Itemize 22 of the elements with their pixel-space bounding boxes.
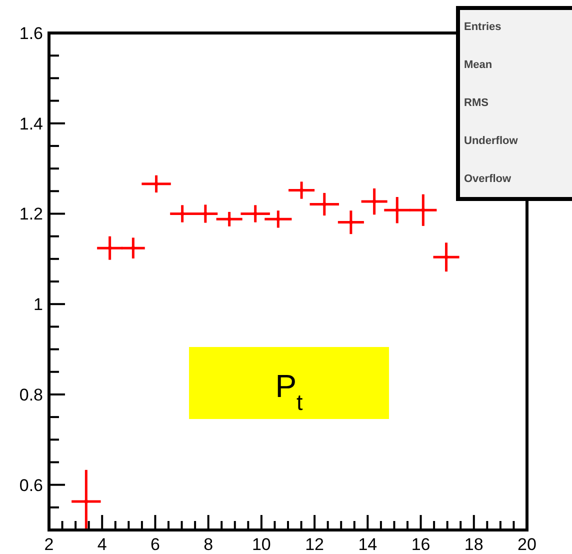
- y-tick-label: 1.2: [19, 204, 43, 224]
- x-tick-label: 16: [411, 535, 430, 554]
- y-tick-label: 0.8: [19, 385, 43, 404]
- y-tick-label: 0.6: [19, 476, 43, 495]
- annotation: Overflow: [464, 173, 512, 185]
- x-tick-label: 10: [252, 535, 271, 554]
- annotation: P$_{t}$: [275, 368, 304, 414]
- x-tick-label: 6: [150, 535, 160, 554]
- annotation: Entries: [464, 21, 502, 33]
- y-tick-label: 1.6: [19, 24, 43, 43]
- y-tick-label: 1.4: [19, 114, 43, 134]
- x-tick-label: 18: [464, 535, 484, 554]
- y-tick-label: 1: [34, 295, 43, 314]
- x-tick-label: 8: [204, 535, 214, 554]
- x-tick-label: 4: [97, 535, 107, 554]
- x-tick-label: 20: [518, 535, 536, 554]
- annotation: Underflow: [464, 135, 518, 147]
- x-tick-label: 14: [358, 535, 378, 554]
- annotation: RMS: [464, 97, 488, 109]
- annotation: Mean: [464, 59, 492, 71]
- x-tick-label: 12: [305, 535, 324, 554]
- x-tick-label: 2: [44, 535, 54, 554]
